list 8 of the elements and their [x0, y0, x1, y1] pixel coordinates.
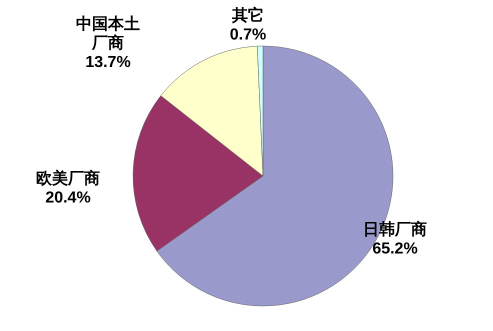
slice-label: 欧美厂商	[36, 168, 100, 188]
slice-label: 中国本土厂商	[76, 15, 140, 52]
slice-label: 日韩厂商	[363, 220, 427, 238]
data-label: 20.4%	[45, 190, 91, 206]
slice-label: 其它	[231, 6, 264, 24]
data-label: 0.7%	[230, 26, 266, 44]
data-label: 65.2%	[372, 240, 418, 258]
data-label: 13.7%	[85, 54, 131, 71]
